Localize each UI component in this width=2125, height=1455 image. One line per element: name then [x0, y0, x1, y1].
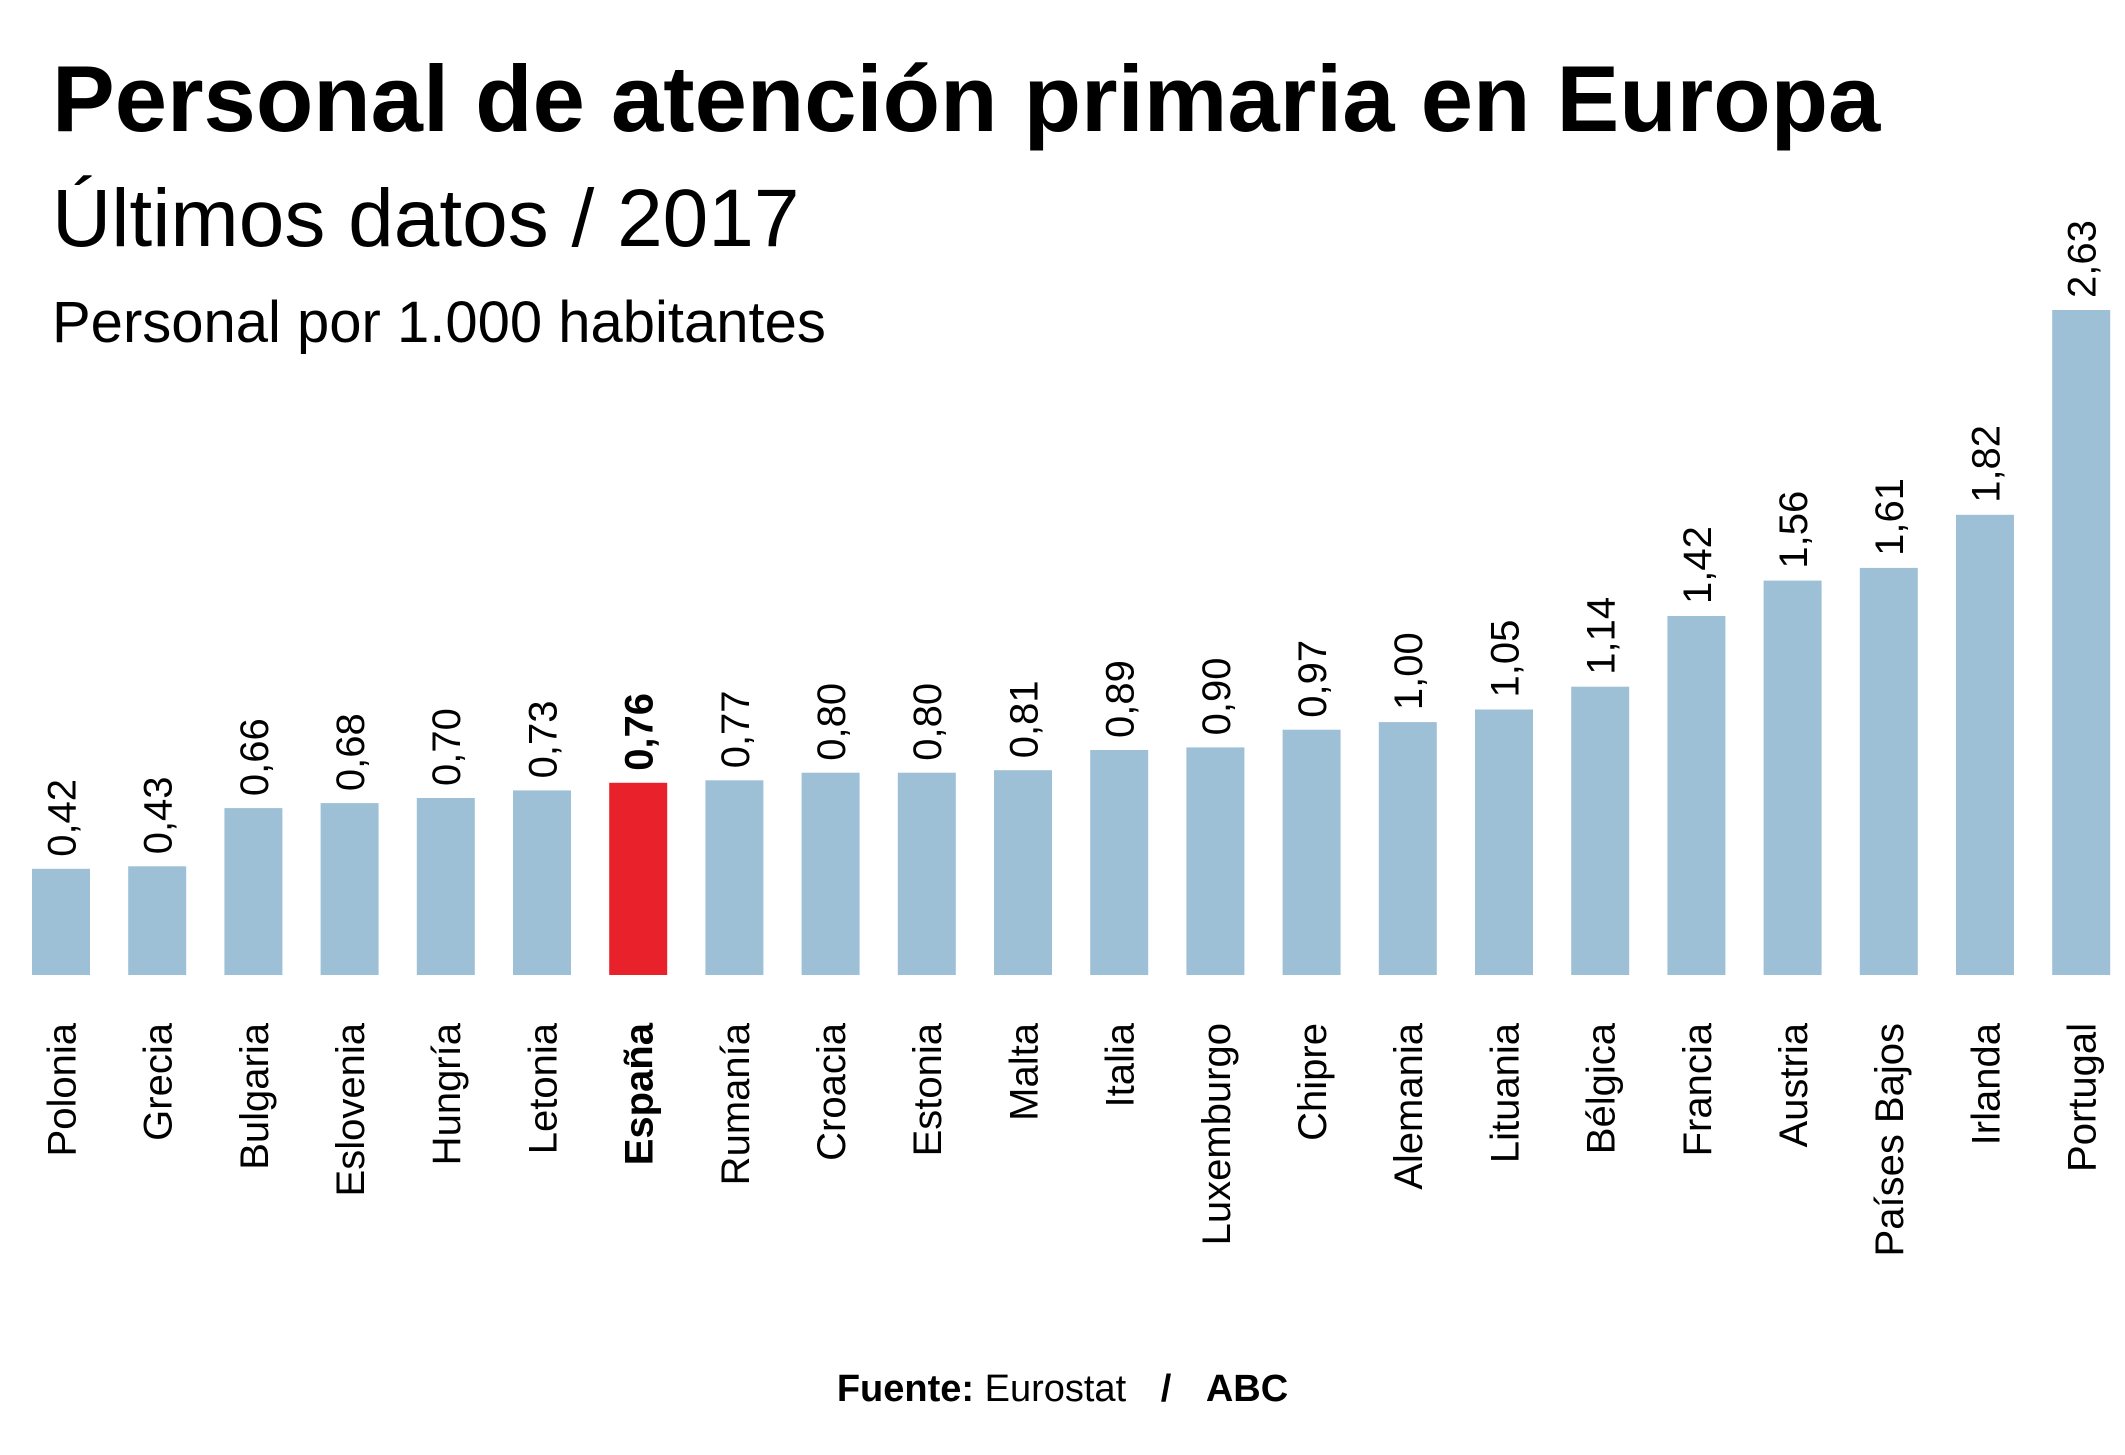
- value-label: 0,42: [40, 779, 84, 857]
- value-label: 0,43: [137, 776, 181, 854]
- value-label: 0,77: [714, 690, 758, 768]
- category-label: Irlanda: [1964, 1022, 2008, 1145]
- source-name: Eurostat: [984, 1368, 1127, 1410]
- value-label: 0,68: [329, 713, 373, 791]
- category-label: Croacia: [810, 1022, 854, 1161]
- value-label: 0,73: [521, 701, 565, 779]
- bar-luxemburgo: [1186, 747, 1245, 975]
- category-label: Chipre: [1291, 1023, 1335, 1141]
- bar-eslovenia: [320, 803, 379, 975]
- value-label: 1,05: [1483, 620, 1527, 698]
- category-label: Bulgaria: [233, 1022, 277, 1170]
- value-label: 1,82: [1964, 425, 2008, 503]
- bar-países-bajos: [1859, 567, 1918, 975]
- category-label: Lituania: [1483, 1022, 1527, 1163]
- value-label: 0,90: [1195, 658, 1239, 736]
- bar-portugal: [2052, 310, 2111, 975]
- value-label: 1,42: [1676, 526, 1720, 604]
- value-label: 2,63: [2061, 220, 2105, 298]
- category-label: Austria: [1772, 1022, 1816, 1147]
- source-separator: /: [1160, 1368, 1172, 1410]
- value-label: 0,81: [1002, 680, 1046, 758]
- category-label: Malta: [1002, 1022, 1046, 1121]
- bar-rumanía: [705, 780, 764, 975]
- bar-croacia: [801, 772, 860, 975]
- bar-grecia: [128, 866, 187, 975]
- chart-title: Personal de atención primaria en Europa: [52, 46, 1881, 151]
- value-label: 0,80: [810, 683, 854, 761]
- bar-polonia: [32, 868, 90, 975]
- publisher-name: ABC: [1205, 1368, 1289, 1410]
- category-label: Eslovenia: [329, 1022, 373, 1196]
- category-label: Italia: [1099, 1022, 1143, 1107]
- category-label: Hungría: [425, 1022, 469, 1165]
- category-label: Luxemburgo: [1195, 1023, 1239, 1245]
- value-label: 1,56: [1772, 491, 1816, 569]
- bar-españa: [609, 782, 668, 975]
- bar-bélgica: [1571, 686, 1630, 975]
- bar-letonia: [513, 790, 571, 975]
- category-label: Portugal: [2061, 1023, 2105, 1172]
- bar-austria: [1763, 580, 1822, 975]
- category-label: Estonia: [906, 1022, 950, 1156]
- bar-malta: [994, 770, 1052, 975]
- chart-subtitle: Últimos datos / 2017: [52, 173, 800, 264]
- bar-hungría: [416, 798, 475, 975]
- source-line: Fuente: Eurostat / ABC: [0, 1370, 2125, 1408]
- category-label: Letonia: [521, 1022, 565, 1154]
- unit-label: Personal por 1.000 habitantes: [52, 290, 826, 355]
- bar-lituania: [1475, 709, 1533, 975]
- value-label: 0,97: [1291, 640, 1335, 718]
- value-label: 1,00: [1387, 632, 1431, 710]
- bar-italia: [1090, 750, 1149, 975]
- bar-chipre: [1282, 729, 1341, 975]
- category-label: Grecia: [137, 1022, 181, 1141]
- value-label: 0,66: [233, 718, 277, 796]
- category-label: Alemania: [1387, 1022, 1431, 1190]
- value-label: 1,14: [1580, 597, 1624, 675]
- bar-alemania: [1378, 722, 1437, 975]
- category-label: España: [618, 1022, 662, 1165]
- category-label: Bélgica: [1580, 1022, 1624, 1154]
- category-label: Polonia: [40, 1022, 84, 1156]
- value-label: 0,70: [425, 708, 469, 786]
- source-label: Fuente:: [836, 1368, 975, 1410]
- value-label: 0,80: [906, 683, 950, 761]
- bar-irlanda: [1956, 514, 2014, 975]
- bar-francia: [1667, 616, 1726, 975]
- value-label: 0,76: [618, 693, 662, 771]
- value-label: 0,89: [1099, 660, 1143, 738]
- category-label: Países Bajos: [1868, 1023, 1912, 1256]
- bar-estonia: [897, 772, 956, 975]
- category-label: Rumanía: [714, 1022, 758, 1185]
- value-label: 1,61: [1868, 478, 1912, 556]
- category-label: Francia: [1676, 1022, 1720, 1156]
- bar-bulgaria: [224, 808, 283, 975]
